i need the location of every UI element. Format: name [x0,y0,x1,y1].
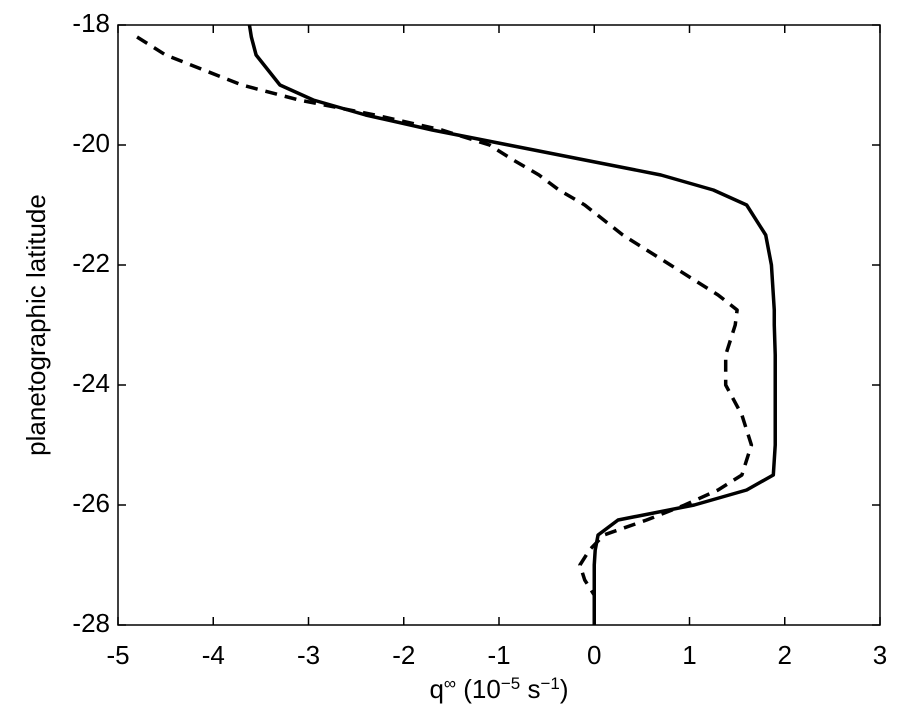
y-tick-label: -28 [72,608,110,638]
x-axis-label-part: (10 [456,674,501,704]
x-tick-label: -4 [202,640,225,670]
y-tick-label: -18 [72,8,110,38]
y-axis-label: planetographic latitude [21,194,51,456]
y-tick-label: -22 [72,248,110,278]
x-tick-label: 2 [778,640,792,670]
x-axis-label-part: −1 [540,674,559,693]
x-axis-label-part: q [429,674,443,704]
y-tick-label: -26 [72,488,110,518]
x-axis-label-part: s [520,674,540,704]
x-axis-label-part: ∞ [444,674,456,693]
x-tick-label: -2 [392,640,415,670]
x-tick-label: 0 [587,640,601,670]
x-tick-label: 3 [873,640,887,670]
series-line [136,35,754,625]
x-tick-label: -5 [106,640,129,670]
x-tick-label: -1 [487,640,510,670]
x-tick-label: -3 [297,640,320,670]
y-tick-label: -24 [72,368,110,398]
plot-frame [117,24,881,626]
x-axis-label: q∞ (10−5 s−1) [429,674,568,705]
x-tick-label: 1 [682,640,696,670]
y-tick-label: -20 [72,128,110,158]
x-axis-label-part: ) [560,674,569,704]
series-line [247,24,777,625]
x-axis-label-part: −5 [501,674,520,693]
